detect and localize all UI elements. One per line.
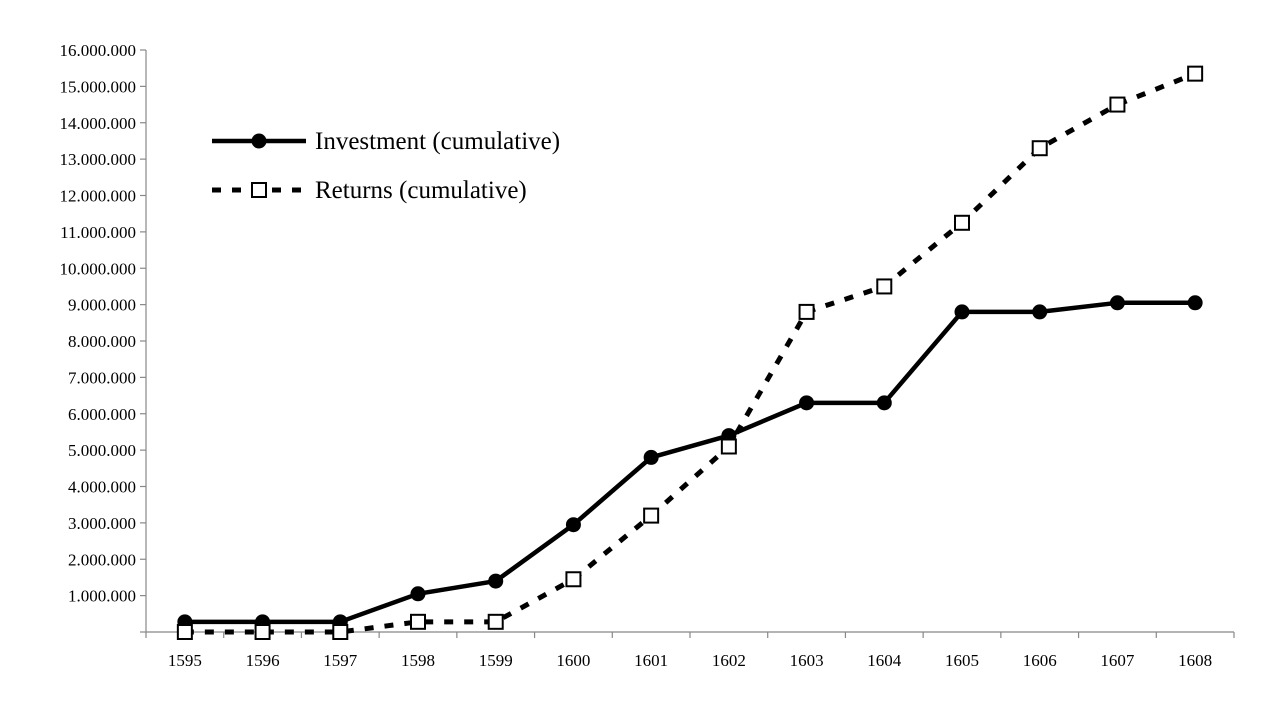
y-tick-label: 7.000.000 (68, 368, 136, 387)
data-point (954, 304, 970, 320)
data-point (332, 624, 349, 640)
data-point (798, 303, 815, 320)
legend-item-returns: Returns (cumulative) (212, 177, 527, 204)
x-tick-label: 1595 (168, 651, 202, 670)
data-point (1109, 295, 1125, 311)
y-tick-label: 5.000.000 (68, 441, 136, 460)
x-tick-label: 1602 (712, 651, 746, 670)
series-line (184, 71, 1197, 635)
y-tick-label: 13.000.000 (60, 150, 137, 169)
y-tick-label: 1.000.000 (68, 587, 136, 606)
data-point (410, 613, 426, 630)
data-point (954, 214, 970, 231)
legend-label: Returns (cumulative) (315, 177, 527, 204)
y-tick-label: 16.000.000 (60, 41, 137, 60)
y-tick-label: 10.000.000 (60, 259, 137, 278)
data-point (1031, 140, 1048, 157)
y-tick-label: 4.000.000 (68, 478, 136, 497)
axes: 1.000.000 2.000.000 3.000.000 4.000.000 5.00… (60, 41, 1235, 670)
x-tick-label: 1605 (945, 651, 979, 670)
data-point (876, 278, 893, 295)
x-tick-label: 1606 (1023, 651, 1057, 670)
y-tick-label: 6.000.000 (68, 405, 136, 424)
data-point (410, 586, 426, 602)
y-tick-label: 9.000.000 (68, 296, 136, 315)
x-tick-label: 1608 (1178, 651, 1212, 670)
x-tick-label: 1596 (246, 651, 280, 670)
data-point (876, 395, 892, 411)
data-point (1032, 304, 1048, 320)
data-point (488, 573, 504, 589)
x-tick-label: 1599 (479, 651, 513, 670)
y-tick-label: 11.000.000 (60, 223, 136, 242)
y-tick-label: 15.000.000 (60, 77, 137, 96)
y-tick-label: 2.000.000 (68, 550, 136, 569)
legend-item-investment: Investment (cumulative) (212, 128, 560, 155)
y-tick-label: 14.000.000 (60, 114, 137, 133)
legend-label: Investment (cumulative) (315, 128, 560, 155)
data-point (643, 449, 659, 465)
data-point (720, 438, 737, 455)
series-layer (176, 65, 1204, 640)
data-point (643, 507, 660, 524)
x-tick-label: 1598 (401, 651, 435, 670)
data-point (1187, 295, 1203, 311)
data-point (799, 395, 815, 411)
data-point (565, 571, 582, 588)
data-point (487, 613, 504, 630)
series-investment (177, 295, 1203, 630)
x-tick-label: 1607 (1100, 651, 1135, 670)
legend: Investment (cumulative) Returns (cumulati… (212, 128, 560, 204)
data-point (1109, 96, 1126, 113)
y-tick-label: 12.000.000 (60, 187, 137, 206)
x-tick-label: 1597 (323, 651, 358, 670)
data-point (1187, 65, 1204, 82)
y-tick-label: 8.000.000 (68, 332, 136, 351)
series-line (184, 300, 1196, 625)
x-tick-label: 1603 (790, 651, 824, 670)
data-point (254, 624, 271, 640)
data-point (565, 517, 581, 533)
x-tick-label: 1601 (634, 651, 668, 670)
data-point (176, 624, 193, 640)
legend-marker (251, 182, 267, 198)
x-tick-label: 1604 (867, 651, 902, 670)
legend-marker (251, 133, 267, 149)
series-returns (176, 65, 1204, 640)
y-tick-label: 3.000.000 (68, 514, 136, 533)
x-tick-label: 1600 (556, 651, 590, 670)
